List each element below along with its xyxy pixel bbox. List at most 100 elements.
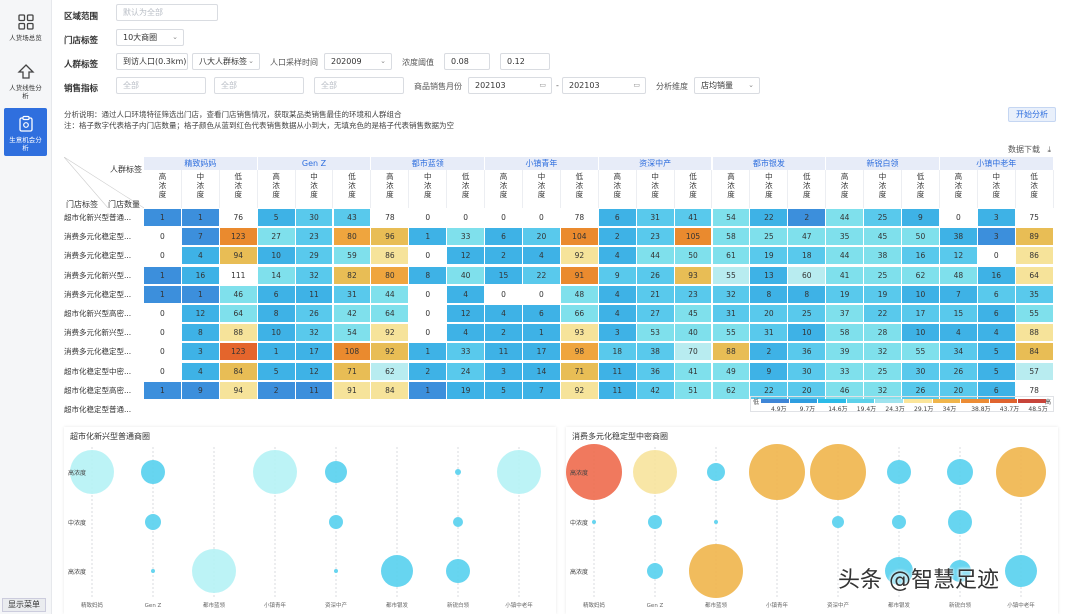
bubble-mark[interactable] <box>996 447 1046 497</box>
heatmap-cell[interactable]: 19 <box>750 247 788 265</box>
heatmap-cell[interactable]: 62 <box>371 362 409 380</box>
heatmap-cell[interactable]: 19 <box>864 285 901 303</box>
heatmap-cell[interactable]: 8 <box>181 324 219 342</box>
heatmap-cell[interactable]: 9 <box>902 209 939 226</box>
heatmap-cell[interactable]: 25 <box>864 362 901 380</box>
heatmap-cell[interactable]: 26 <box>902 381 939 399</box>
heatmap-cell[interactable]: 16 <box>977 266 1015 284</box>
heatmap-cell[interactable]: 55 <box>712 266 750 284</box>
bubble-mark[interactable] <box>633 450 677 494</box>
heatmap-cell[interactable]: 44 <box>826 209 864 226</box>
heatmap-cell[interactable]: 6 <box>598 209 636 226</box>
heatmap-cell[interactable]: 80 <box>371 266 409 284</box>
heatmap-cell[interactable]: 5 <box>257 209 295 226</box>
heatmap-cell[interactable]: 10 <box>902 324 939 342</box>
heatmap-cell[interactable]: 64 <box>371 305 409 322</box>
heatmap-cell[interactable]: 27 <box>636 305 674 322</box>
heatmap-cell[interactable]: 8 <box>409 266 447 284</box>
heatmap-cell[interactable]: 92 <box>560 381 598 399</box>
heatmap-cell[interactable]: 20 <box>788 381 826 399</box>
bubble-mark[interactable] <box>887 460 911 484</box>
heatmap-cell[interactable]: 10 <box>788 324 826 342</box>
heatmap-cell[interactable]: 37 <box>826 305 864 322</box>
heatmap-cell[interactable]: 1 <box>181 209 219 226</box>
heatmap-cell[interactable]: 30 <box>295 209 333 226</box>
bubble-mark[interactable] <box>446 559 470 583</box>
heatmap-cell[interactable]: 71 <box>333 362 371 380</box>
heatmap-cell[interactable]: 104 <box>560 228 598 246</box>
heatmap-cell[interactable]: 38 <box>864 247 901 265</box>
heatmap-cell[interactable]: 14 <box>523 362 560 380</box>
heatmap-cell[interactable]: 64 <box>219 305 257 322</box>
download-link[interactable]: 数据下载 ⤓ <box>1008 144 1051 155</box>
heatmap-cell[interactable]: 1 <box>409 343 447 361</box>
bubble-mark[interactable] <box>141 460 165 484</box>
heatmap-cell[interactable]: 11 <box>598 381 636 399</box>
heatmap-cell[interactable]: 54 <box>712 209 750 226</box>
heatmap-cell[interactable]: 41 <box>674 209 712 226</box>
heatmap-cell[interactable]: 4 <box>485 305 522 322</box>
heatmap-cell[interactable]: 55 <box>902 343 939 361</box>
heatmap-cell[interactable]: 22 <box>523 266 560 284</box>
heatmap-cell[interactable]: 96 <box>371 228 409 246</box>
bubble-mark[interactable] <box>647 563 663 579</box>
heatmap-cell[interactable]: 36 <box>788 343 826 361</box>
heatmap-cell[interactable]: 1 <box>257 343 295 361</box>
heatmap-cell[interactable]: 58 <box>712 228 750 246</box>
heatmap-cell[interactable]: 2 <box>788 209 826 226</box>
heatmap-cell[interactable]: 2 <box>750 343 788 361</box>
heatmap-cell[interactable]: 18 <box>788 247 826 265</box>
heatmap-cell[interactable]: 98 <box>560 343 598 361</box>
bubble-mark[interactable] <box>334 569 338 573</box>
heatmap-cell[interactable]: 19 <box>826 285 864 303</box>
sidebar-item-opportunity[interactable]: 生意机会分析 <box>4 108 47 156</box>
start-analysis-button[interactable]: 开始分析 <box>1008 107 1056 122</box>
heatmap-cell[interactable]: 42 <box>333 305 371 322</box>
bubble-mark[interactable] <box>648 515 662 529</box>
heatmap-cell[interactable]: 1 <box>144 209 181 226</box>
heatmap-cell[interactable]: 11 <box>295 285 333 303</box>
heatmap-cell[interactable]: 3 <box>485 362 522 380</box>
heatmap-cell[interactable]: 26 <box>295 305 333 322</box>
heatmap-cell[interactable]: 66 <box>560 305 598 322</box>
heatmap-cell[interactable]: 111 <box>219 266 257 284</box>
heatmap-cell[interactable]: 23 <box>295 228 333 246</box>
heatmap-cell[interactable]: 5 <box>257 362 295 380</box>
heatmap-cell[interactable]: 82 <box>333 266 371 284</box>
heatmap-cell[interactable]: 54 <box>333 324 371 342</box>
heatmap-cell[interactable]: 78 <box>371 209 409 226</box>
heatmap-cell[interactable]: 6 <box>523 305 560 322</box>
heatmap-cell[interactable]: 43 <box>333 209 371 226</box>
heatmap-cell[interactable]: 4 <box>523 247 560 265</box>
heatmap-cell[interactable]: 4 <box>598 305 636 322</box>
heatmap-cell[interactable]: 108 <box>333 343 371 361</box>
heatmap-cell[interactable]: 16 <box>181 266 219 284</box>
heatmap-cell[interactable]: 64 <box>1015 266 1053 284</box>
heatmap-cell[interactable]: 76 <box>219 209 257 226</box>
heatmap-cell[interactable]: 44 <box>371 285 409 303</box>
heatmap-cell[interactable]: 88 <box>219 324 257 342</box>
heatmap-cell[interactable]: 16 <box>902 247 939 265</box>
heatmap-cell[interactable]: 78 <box>560 209 598 226</box>
heatmap-cell[interactable]: 8 <box>788 285 826 303</box>
heatmap-cell[interactable]: 93 <box>674 266 712 284</box>
store-tag-select[interactable]: 10大商圈 ⌄ <box>116 29 184 46</box>
heatmap-cell[interactable]: 50 <box>902 228 939 246</box>
month-to-input[interactable]: 202103 ▭ <box>562 77 646 94</box>
heatmap-cell[interactable]: 46 <box>219 285 257 303</box>
bubble-mark[interactable] <box>70 450 114 494</box>
heatmap-cell[interactable]: 6 <box>977 381 1015 399</box>
bubble-mark[interactable] <box>947 459 973 485</box>
sales-select-1[interactable]: 全部 <box>116 77 206 94</box>
heatmap-cell[interactable]: 0 <box>485 285 522 303</box>
heatmap-cell[interactable]: 0 <box>409 305 447 322</box>
bubble-mark[interactable] <box>329 515 343 529</box>
sidebar-item-overview[interactable]: 人货场总览 <box>4 6 47 46</box>
bubble-mark[interactable] <box>592 520 596 524</box>
heatmap-cell[interactable]: 41 <box>826 266 864 284</box>
heatmap-cell[interactable]: 22 <box>750 381 788 399</box>
heatmap-cell[interactable]: 3 <box>181 343 219 361</box>
heatmap-cell[interactable]: 0 <box>409 209 447 226</box>
bubble-mark[interactable] <box>145 514 161 530</box>
bubble-mark[interactable] <box>151 569 155 573</box>
